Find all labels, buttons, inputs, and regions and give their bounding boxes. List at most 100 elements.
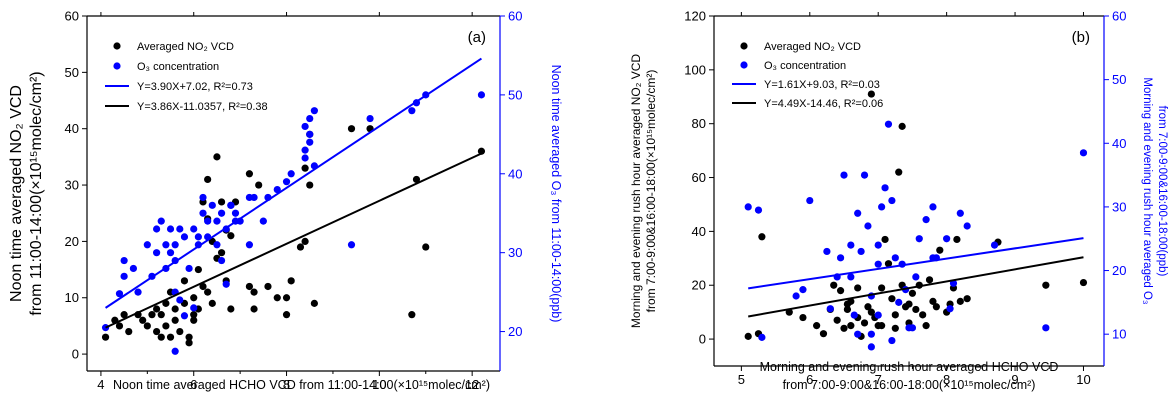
data-point-no2 [878,284,886,292]
data-point-o3 [176,296,184,304]
data-point-no2 [255,181,263,189]
data-point-o3 [166,249,175,257]
legend-marker [113,62,121,70]
x-tick-label: 6 [190,377,197,392]
data-point-no2 [867,308,875,316]
data-point-no2 [245,170,254,178]
x-tick-label: 8 [943,372,950,387]
data-point-no2 [273,294,281,302]
data-point-no2 [301,164,309,172]
data-point-o3 [888,196,896,205]
y-right-tick-label: 50 [1112,72,1126,87]
x-axis-title-line2: from 7:00-9:00&16:00-18:00(×10¹⁵molec/cm… [783,378,1036,392]
data-point-no2 [217,198,226,206]
data-point-no2 [301,237,309,245]
data-point-o3 [850,311,858,319]
y-right-tick-label: 30 [508,245,522,260]
data-point-o3 [301,146,309,154]
data-point-no2 [884,260,893,268]
data-point-o3 [250,193,258,202]
data-point-o3 [758,333,766,341]
y-right-tick-label: 30 [1112,199,1126,214]
legend-label: O₃ concentration [764,60,846,72]
y-left-tick-label: 40 [692,224,706,239]
data-point-o3 [306,138,314,146]
data-point-no2 [813,322,821,330]
data-point-no2 [213,153,221,161]
data-point-no2 [250,305,258,313]
data-point-no2 [227,232,235,240]
data-point-o3 [366,114,374,123]
data-point-o3 [306,114,314,123]
data-point-o3 [744,203,752,211]
y-right-tick-label: 10 [1112,327,1126,342]
data-point-o3 [912,273,920,281]
data-point-no2 [264,282,272,291]
data-point-o3 [245,241,254,249]
data-point-o3 [287,170,295,178]
data-point-o3 [891,254,899,262]
data-point-no2 [204,288,212,296]
data-point-no2 [919,311,927,319]
data-point-no2 [287,277,295,285]
data-point-o3 [956,209,964,217]
data-point-no2 [282,311,291,319]
data-point-o3 [905,324,913,332]
data-point-o3 [943,235,951,243]
data-point-o3 [306,130,314,138]
data-point-o3 [895,298,903,306]
data-point-no2 [157,333,165,341]
data-point-no2 [881,235,889,244]
fit-line [105,152,482,329]
y-right-tick-label: 60 [1112,9,1126,24]
y-left-tick-label: 10 [65,290,79,305]
data-point-o3 [273,185,281,194]
data-point-no2 [922,322,930,330]
legend-label: Y=3.86X-11.0357, R²=0.38 [137,101,268,113]
panel-b-chart: 5 6 7 8 9 10020406080100120102030405060Averag… [629,9,1168,393]
y-left-tick-label: 0 [72,347,79,362]
y-left-tick-label: 80 [692,116,706,131]
data-point-no2 [953,235,961,244]
data-point-no2 [878,322,886,330]
data-point-no2 [891,324,899,332]
data-point-o3 [199,209,207,217]
data-point-no2 [936,246,944,254]
data-point-no2 [208,299,216,307]
y-right-axis-title-line1: Morning and evening rush hour averaged O… [1141,77,1153,304]
data-point-o3 [854,209,862,217]
data-point-no2 [956,297,964,305]
x-tick-label: 9 [1011,372,1018,387]
data-point-o3 [213,241,221,249]
data-point-o3 [204,217,212,225]
data-point-no2 [412,175,421,184]
data-point-o3 [199,193,207,202]
data-point-no2 [898,122,906,130]
data-point-o3 [799,286,807,294]
data-point-no2 [908,289,917,297]
data-point-o3 [860,171,869,179]
fit-line [105,57,482,309]
data-point-no2 [347,125,356,133]
data-point-no2 [799,313,807,322]
data-point-o3 [884,120,893,128]
data-point-no2 [843,305,852,314]
data-point-no2 [194,265,202,274]
data-point-no2 [204,175,212,184]
data-point-no2 [854,284,862,292]
data-point-no2 [840,324,848,332]
x-tick-label: 4 [97,377,104,392]
data-point-o3 [864,222,872,230]
y-left-axis-title-line2: from 7:00-9:00&16:00-18:00(×10¹⁵molec/cm… [644,70,658,313]
data-point-no2 [115,322,124,330]
y-right-tick-label: 20 [1112,263,1126,278]
data-point-o3 [922,216,930,224]
data-point-o3 [171,347,179,355]
data-point-o3 [134,288,142,296]
data-point-no2 [227,305,235,313]
data-point-o3 [190,304,198,312]
data-point-no2 [843,300,852,308]
data-point-o3 [836,254,845,262]
data-point-no2 [891,311,899,319]
data-point-o3 [806,196,814,205]
